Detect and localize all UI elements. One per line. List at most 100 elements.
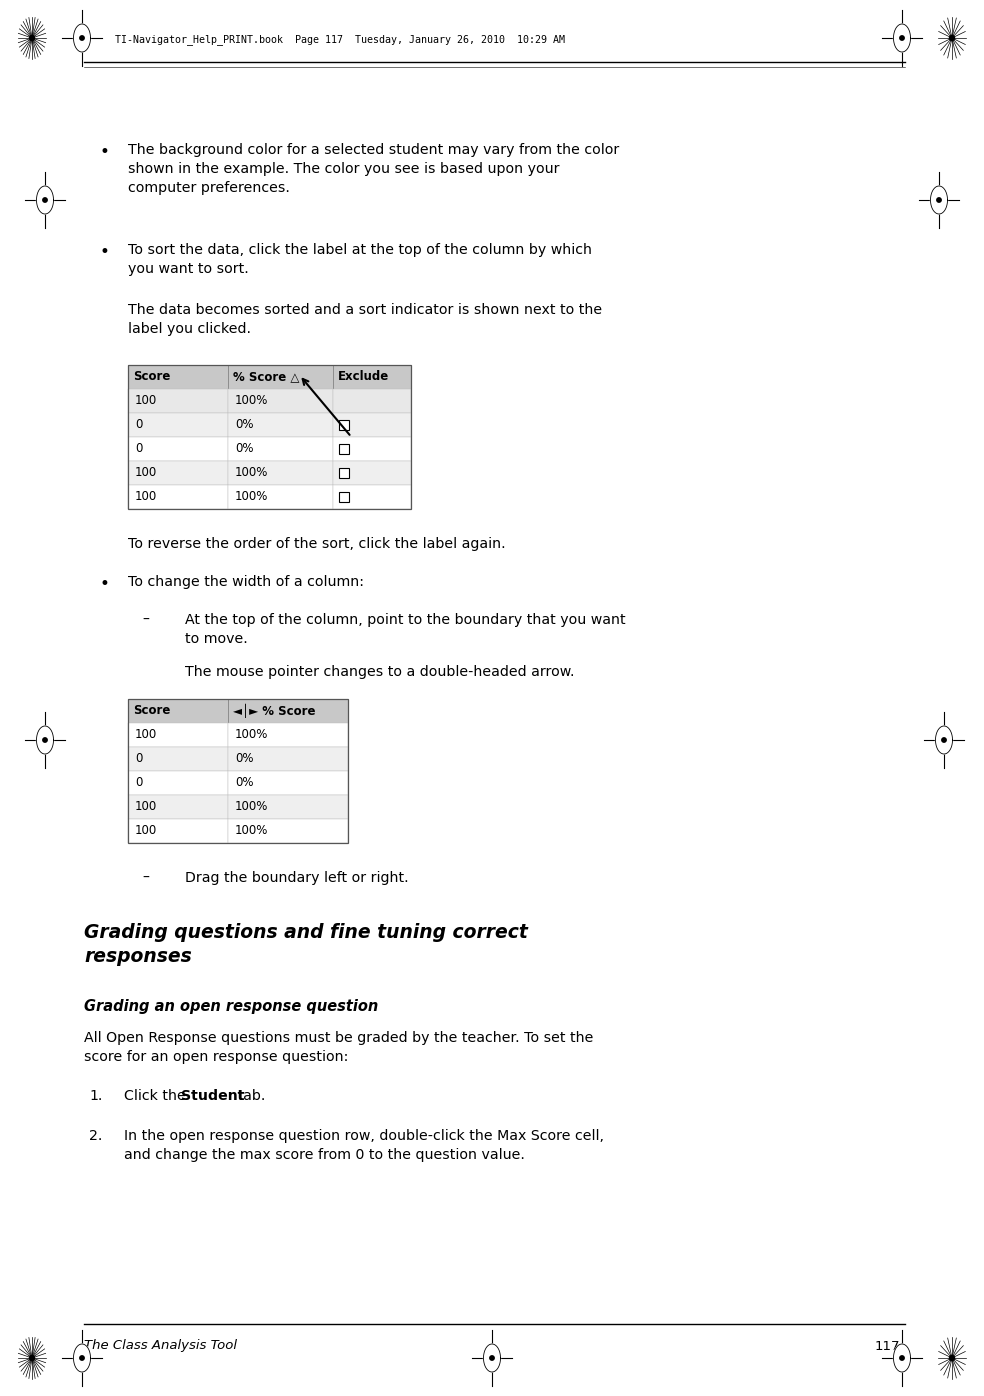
Bar [128, 747, 228, 771]
Bar [339, 468, 349, 477]
Text: The data becomes sorted and a sort indicator is shown next to the
label you clic: The data becomes sorted and a sort indic… [128, 303, 602, 336]
Text: 0%: 0% [235, 776, 254, 790]
Bar [333, 413, 411, 437]
Bar [228, 437, 333, 461]
Text: ◄│► % Score: ◄│► % Score [233, 704, 316, 718]
Circle shape [942, 738, 947, 743]
Text: 2.: 2. [89, 1129, 102, 1143]
Bar [333, 437, 411, 461]
Text: 100%: 100% [235, 490, 269, 504]
Bar [228, 794, 348, 819]
Bar [128, 461, 228, 484]
Text: 0%: 0% [235, 419, 254, 431]
Bar [128, 364, 228, 389]
Bar [128, 771, 228, 794]
Bar [339, 444, 349, 454]
Text: 0%: 0% [235, 752, 254, 765]
Text: 0: 0 [135, 776, 143, 790]
Text: 0: 0 [135, 752, 143, 765]
Bar [228, 484, 333, 510]
Bar [128, 413, 228, 437]
Text: TI-Navigator_Help_PRINT.book  Page 117  Tuesday, January 26, 2010  10:29 AM: TI-Navigator_Help_PRINT.book Page 117 Tu… [115, 35, 565, 46]
Text: –: – [142, 871, 149, 885]
Text: Grading questions and fine tuning correct
responses: Grading questions and fine tuning correc… [84, 923, 527, 966]
Text: 100: 100 [135, 490, 157, 504]
Text: 100%: 100% [235, 800, 269, 814]
Polygon shape [36, 726, 53, 754]
Text: The mouse pointer changes to a double-headed arrow.: The mouse pointer changes to a double-he… [185, 664, 575, 678]
Text: The Class Analysis Tool: The Class Analysis Tool [84, 1340, 237, 1353]
Bar [228, 461, 333, 484]
Text: •: • [100, 575, 110, 593]
Bar [228, 723, 348, 747]
Bar [228, 699, 348, 723]
Polygon shape [74, 1344, 91, 1372]
Text: 100: 100 [135, 825, 157, 838]
Circle shape [42, 198, 47, 202]
Circle shape [42, 738, 47, 743]
Bar [228, 364, 333, 389]
Circle shape [899, 1356, 904, 1360]
Bar [333, 461, 411, 484]
Circle shape [30, 35, 34, 40]
Text: Score: Score [133, 370, 170, 384]
Circle shape [950, 35, 954, 40]
Text: The background color for a selected student may vary from the color
shown in the: The background color for a selected stud… [128, 142, 619, 195]
Text: Score: Score [133, 705, 170, 718]
Circle shape [950, 1356, 954, 1361]
Polygon shape [931, 186, 948, 214]
Bar [228, 819, 348, 843]
Text: Student: Student [181, 1089, 244, 1103]
Bar [228, 747, 348, 771]
Polygon shape [893, 1344, 910, 1372]
Polygon shape [893, 24, 910, 52]
Text: 100: 100 [135, 800, 157, 814]
Text: 100%: 100% [235, 466, 269, 479]
Text: –: – [142, 613, 149, 627]
Bar [333, 364, 411, 389]
Bar [333, 389, 411, 413]
Text: 100: 100 [135, 395, 157, 408]
Text: 100%: 100% [235, 825, 269, 838]
Text: 0: 0 [135, 419, 143, 431]
Bar [333, 484, 411, 510]
Bar [228, 413, 333, 437]
Text: All Open Response questions must be graded by the teacher. To set the
score for : All Open Response questions must be grad… [84, 1032, 593, 1064]
Bar [128, 794, 228, 819]
Text: 1.: 1. [89, 1089, 102, 1103]
Text: To change the width of a column:: To change the width of a column: [128, 575, 364, 589]
Circle shape [80, 1356, 85, 1360]
Text: 0%: 0% [235, 443, 254, 455]
Text: Click the: Click the [124, 1089, 190, 1103]
Text: •: • [100, 142, 110, 161]
Text: At the top of the column, point to the boundary that you want
to move.: At the top of the column, point to the b… [185, 613, 626, 646]
Text: tab.: tab. [233, 1089, 266, 1103]
Bar [128, 389, 228, 413]
Text: Exclude: Exclude [338, 370, 390, 384]
Bar [339, 420, 349, 430]
Text: % Score △: % Score △ [233, 370, 299, 384]
Circle shape [80, 36, 85, 40]
Text: In the open response question row, double-click the Max Score cell,
and change t: In the open response question row, doubl… [124, 1129, 604, 1161]
Polygon shape [36, 186, 53, 214]
Bar [228, 771, 348, 794]
Bar [228, 389, 333, 413]
Circle shape [30, 1356, 34, 1361]
Bar [128, 723, 228, 747]
Text: 100: 100 [135, 466, 157, 479]
Polygon shape [936, 726, 953, 754]
Bar [128, 699, 228, 723]
Text: •: • [100, 243, 110, 261]
Circle shape [899, 36, 904, 40]
Text: To reverse the order of the sort, click the label again.: To reverse the order of the sort, click … [128, 537, 506, 551]
Circle shape [490, 1356, 494, 1360]
Polygon shape [74, 24, 91, 52]
Text: 100: 100 [135, 729, 157, 741]
Bar [128, 699, 348, 843]
Bar [128, 437, 228, 461]
Text: 100%: 100% [235, 729, 269, 741]
Text: To sort the data, click the label at the top of the column by which
you want to : To sort the data, click the label at the… [128, 243, 592, 276]
Text: Grading an open response question: Grading an open response question [84, 1000, 378, 1013]
Text: 117: 117 [875, 1340, 900, 1353]
Bar [128, 819, 228, 843]
